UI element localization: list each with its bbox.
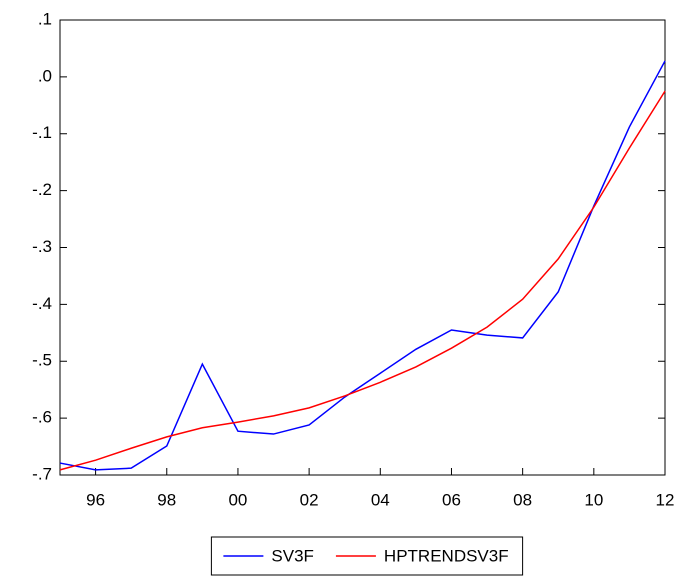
y-tick-label: -.5 [32, 351, 52, 370]
x-tick-label: 02 [300, 490, 319, 509]
series-line [59, 90, 666, 471]
x-tick-label: 08 [513, 490, 532, 509]
x-tick-label: 00 [228, 490, 247, 509]
y-tick-label: -.6 [32, 408, 52, 427]
plot-frame [59, 19, 666, 476]
x-tick-label: 04 [371, 490, 390, 509]
y-tick-label: -.2 [32, 180, 52, 199]
y-tick-label: .1 [38, 9, 52, 28]
legend-label: SV3F [271, 546, 314, 565]
x-tick-label: 12 [656, 490, 675, 509]
y-tick-label: -.3 [32, 237, 52, 256]
legend-label: HPTRENDSV3F [384, 546, 509, 565]
y-tick-label: .0 [38, 66, 52, 85]
x-tick-label: 06 [442, 490, 461, 509]
series-line [59, 60, 666, 471]
y-tick-label: -.4 [32, 294, 52, 313]
x-tick-label: 96 [86, 490, 105, 509]
x-tick-label: 10 [584, 490, 603, 509]
y-tick-label: -.7 [32, 464, 52, 483]
y-tick-label: -.1 [32, 123, 52, 142]
x-tick-label: 98 [157, 490, 176, 509]
